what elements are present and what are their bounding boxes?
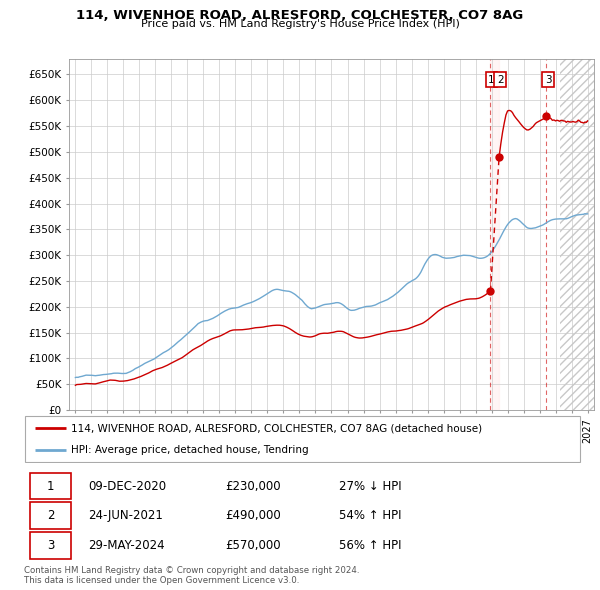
Text: HPI: Average price, detached house, Tendring: HPI: Average price, detached house, Tend… bbox=[71, 445, 309, 455]
Text: This data is licensed under the Open Government Licence v3.0.: This data is licensed under the Open Gov… bbox=[24, 576, 299, 585]
Text: 3: 3 bbox=[545, 75, 551, 84]
Text: 27% ↓ HPI: 27% ↓ HPI bbox=[339, 480, 402, 493]
Text: 1: 1 bbox=[47, 480, 54, 493]
Text: 1: 1 bbox=[488, 75, 495, 84]
Text: £490,000: £490,000 bbox=[225, 509, 281, 522]
Text: 24-JUN-2021: 24-JUN-2021 bbox=[88, 509, 163, 522]
Text: 2: 2 bbox=[47, 509, 54, 522]
Text: 114, WIVENHOE ROAD, ALRESFORD, COLCHESTER, CO7 8AG: 114, WIVENHOE ROAD, ALRESFORD, COLCHESTE… bbox=[76, 9, 524, 22]
Text: 114, WIVENHOE ROAD, ALRESFORD, COLCHESTER, CO7 8AG (detached house): 114, WIVENHOE ROAD, ALRESFORD, COLCHESTE… bbox=[71, 423, 482, 433]
Bar bbox=[560, 59, 594, 410]
FancyBboxPatch shape bbox=[29, 532, 71, 559]
Text: 54% ↑ HPI: 54% ↑ HPI bbox=[339, 509, 402, 522]
Text: £230,000: £230,000 bbox=[225, 480, 281, 493]
Text: Contains HM Land Registry data © Crown copyright and database right 2024.: Contains HM Land Registry data © Crown c… bbox=[24, 566, 359, 575]
FancyBboxPatch shape bbox=[29, 502, 71, 529]
Text: 2: 2 bbox=[497, 75, 503, 84]
Text: 29-MAY-2024: 29-MAY-2024 bbox=[88, 539, 165, 552]
Text: 3: 3 bbox=[47, 539, 54, 552]
Text: Price paid vs. HM Land Registry's House Price Index (HPI): Price paid vs. HM Land Registry's House … bbox=[140, 19, 460, 29]
Bar bbox=[560, 59, 594, 410]
Bar bbox=[490, 59, 499, 410]
Text: 56% ↑ HPI: 56% ↑ HPI bbox=[339, 539, 402, 552]
Text: £570,000: £570,000 bbox=[225, 539, 281, 552]
FancyBboxPatch shape bbox=[25, 416, 580, 462]
FancyBboxPatch shape bbox=[29, 473, 71, 499]
Text: 09-DEC-2020: 09-DEC-2020 bbox=[88, 480, 166, 493]
